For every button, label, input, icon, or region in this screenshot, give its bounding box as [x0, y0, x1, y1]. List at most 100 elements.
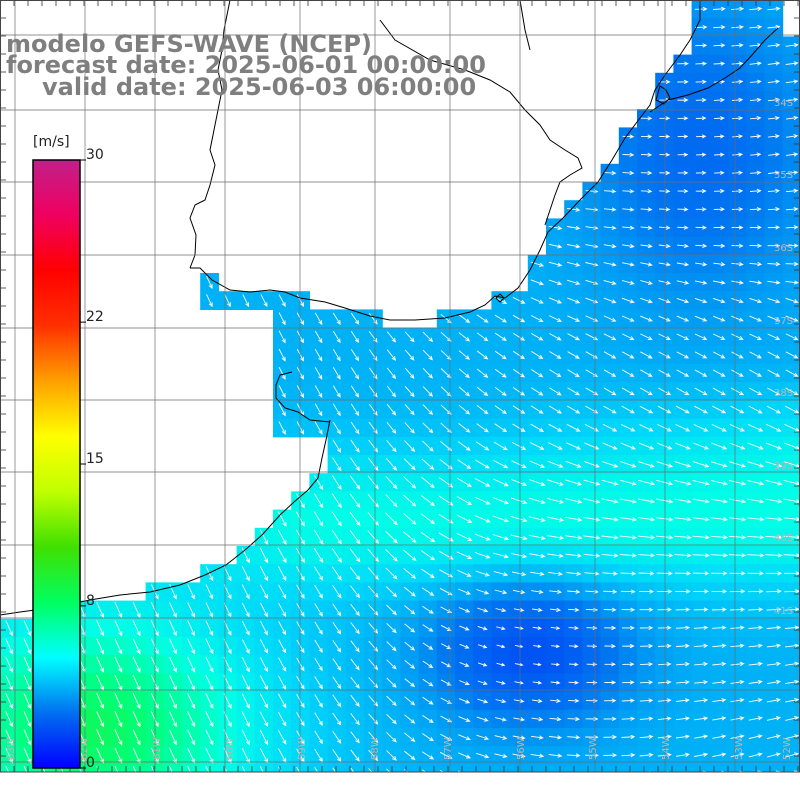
- wind-cell: [345, 764, 365, 772]
- wind-arrow: [568, 644, 579, 649]
- wind-arrow: [712, 698, 727, 703]
- colorbar-tick-label: 30: [86, 147, 104, 163]
- wind-arrow: [548, 261, 563, 267]
- wind-arrow: [169, 620, 177, 637]
- wind-arrow: [332, 367, 341, 380]
- wind-arrow: [422, 440, 434, 452]
- wind-arrow: [728, 553, 747, 558]
- wind-arrow: [403, 549, 417, 561]
- wind-arrow: [314, 767, 319, 772]
- colorbar-tick-label: 15: [86, 451, 104, 467]
- wind-arrow: [677, 134, 689, 139]
- wind-arrow: [511, 460, 527, 468]
- wind-arrow: [750, 170, 762, 175]
- wind-arrow: [694, 333, 708, 340]
- wind-arrow: [639, 607, 654, 612]
- wind-arrow: [677, 152, 689, 157]
- wind-arrow: [693, 625, 709, 630]
- wind-arrow: [568, 662, 579, 667]
- wind-arrow: [422, 422, 434, 434]
- wind-arrow: [694, 315, 708, 322]
- wind-cell: [418, 764, 438, 772]
- wind-arrow: [494, 735, 508, 740]
- wind-arrow: [621, 698, 635, 703]
- wind-cell: [527, 764, 547, 772]
- wind-arrow: [5, 620, 14, 637]
- wind-arrow: [785, 643, 800, 648]
- wind-arrow: [474, 496, 491, 505]
- wind-arrow: [729, 442, 746, 450]
- wind-arrow: [549, 333, 562, 341]
- wind-arrow: [657, 716, 672, 721]
- wind-arrow: [422, 624, 434, 632]
- wind-arrow: [350, 767, 355, 772]
- wind-arrow: [748, 698, 763, 703]
- wind-arrow: [748, 424, 764, 432]
- wind-arrow: [332, 585, 342, 599]
- wind-arrow: [332, 694, 342, 708]
- wind-arrow: [567, 387, 581, 396]
- wind-arrow: [767, 206, 781, 212]
- wind-arrow: [385, 512, 398, 526]
- wind-arrow: [714, 134, 725, 139]
- wind-arrow: [731, 188, 744, 194]
- wind-arrow: [367, 493, 379, 508]
- colorbar-gradient: [32, 159, 81, 769]
- wind-cell: [254, 764, 274, 772]
- wind-arrow: [656, 461, 674, 468]
- wind-arrow: [114, 638, 123, 655]
- wind-arrow: [421, 587, 435, 596]
- wind-arrow: [676, 333, 690, 340]
- wind-arrow: [5, 747, 14, 764]
- wind-arrow: [731, 315, 744, 322]
- wind-arrow: [621, 405, 635, 414]
- wind-arrow: [785, 61, 799, 66]
- wind-arrow: [677, 170, 689, 176]
- wind-arrow: [132, 602, 141, 619]
- wind-arrow: [565, 516, 583, 522]
- wind-arrow: [187, 584, 195, 600]
- wind-arrow: [259, 729, 269, 746]
- wind-arrow: [728, 498, 747, 504]
- wind-arrow: [549, 735, 563, 740]
- wind-arrow: [767, 280, 781, 285]
- wind-arrow: [331, 548, 342, 563]
- wind-arrow: [747, 553, 765, 558]
- wind-arrow: [658, 262, 671, 267]
- wind-arrow: [712, 661, 727, 667]
- wind-arrow: [712, 643, 727, 648]
- wind-arrow: [710, 553, 729, 558]
- wind-cell: [673, 764, 693, 772]
- wind-arrow: [5, 711, 14, 728]
- wind-arrow: [621, 716, 636, 721]
- wind-arrow: [694, 25, 708, 30]
- wind-arrow: [640, 333, 653, 340]
- wind-arrow: [496, 626, 506, 631]
- wind-arrow: [496, 680, 506, 685]
- wind-arrow: [530, 571, 545, 576]
- wind-arrow: [314, 694, 323, 708]
- longitude-label: 61W: [152, 737, 163, 760]
- wind-arrow: [440, 679, 452, 686]
- wind-arrow: [350, 330, 360, 344]
- wind-arrow: [422, 367, 434, 379]
- wind-arrow: [512, 735, 526, 740]
- longitude-label: 60W: [225, 737, 236, 760]
- wind-arrow: [566, 423, 581, 432]
- wind-arrow: [749, 369, 763, 377]
- wind-arrow: [766, 589, 782, 594]
- wind-arrow: [456, 532, 473, 541]
- wind-arrow: [621, 387, 635, 396]
- wind-arrow: [694, 351, 708, 359]
- wind-arrow: [748, 387, 763, 396]
- wind-arrow: [694, 680, 709, 685]
- wind-arrow: [637, 535, 656, 540]
- wind-arrow: [5, 656, 14, 673]
- wind-arrow: [386, 385, 397, 398]
- wind-arrow: [558, 771, 559, 772]
- wind-arrow: [456, 496, 473, 506]
- wind-arrow: [785, 661, 800, 666]
- wind-arrow: [768, 152, 780, 157]
- wind-arrow: [692, 461, 710, 468]
- wind-arrow: [765, 553, 783, 558]
